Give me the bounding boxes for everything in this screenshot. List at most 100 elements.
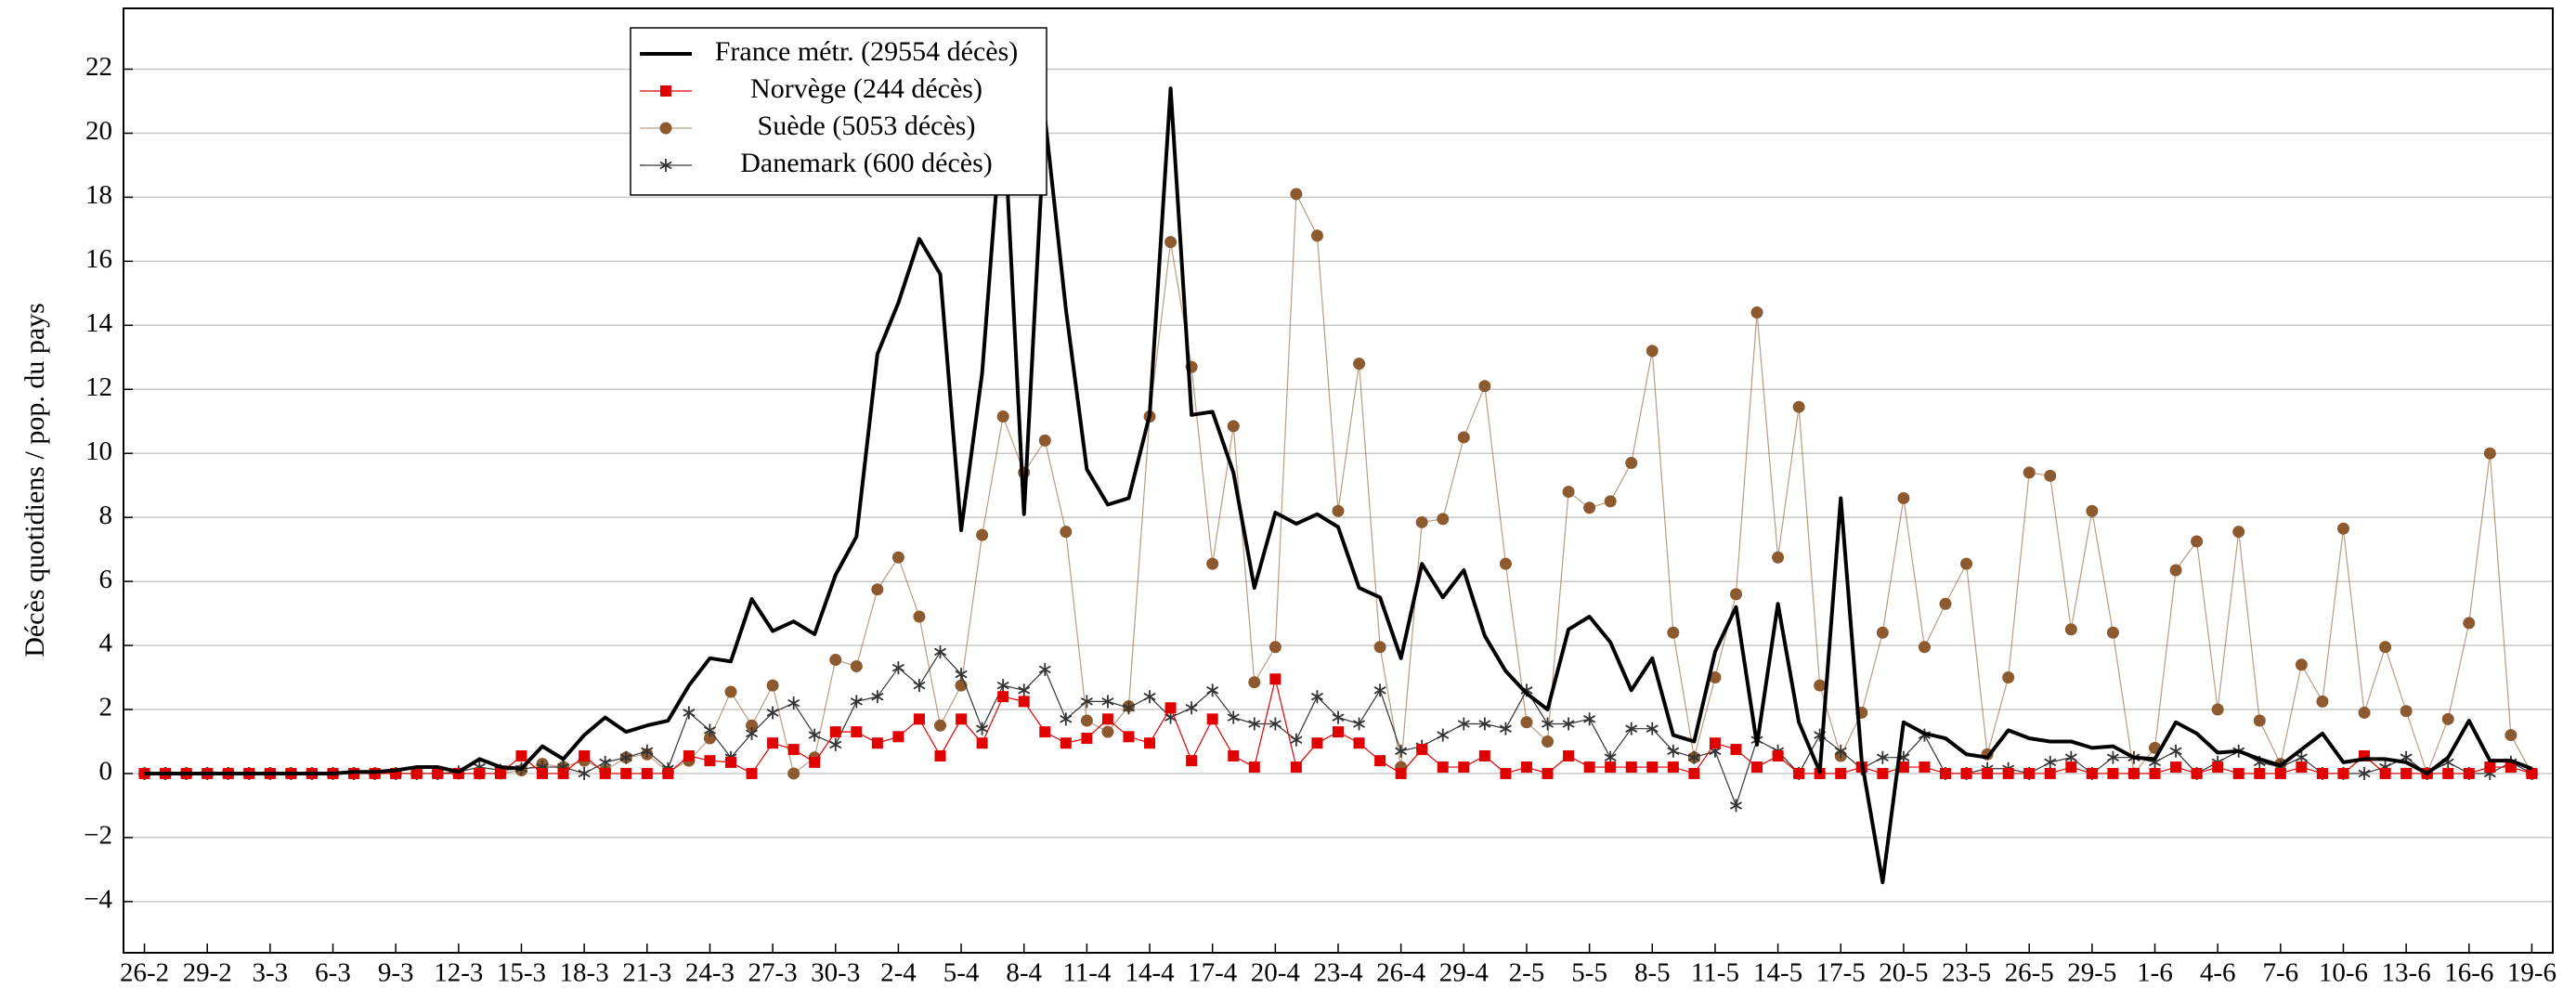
- marker: [1164, 702, 1177, 714]
- marker: [704, 755, 716, 767]
- marker: [934, 719, 947, 732]
- marker: [2463, 617, 2476, 630]
- marker: [850, 695, 863, 709]
- marker: [1793, 767, 1805, 779]
- marker: [1122, 701, 1135, 715]
- y-axis-label: Décès quotidiens / pop. du pays: [20, 303, 50, 657]
- marker: [913, 610, 926, 623]
- legend-marker: [659, 159, 672, 172]
- marker: [1248, 761, 1260, 774]
- marker: [1667, 744, 1680, 758]
- series-line: [144, 86, 2533, 885]
- marker: [683, 706, 696, 720]
- marker: [2169, 744, 2182, 758]
- marker: [891, 551, 904, 564]
- y-tick-label: −2: [84, 821, 112, 851]
- legend-marker: [660, 85, 671, 97]
- x-tick-label: 7-6: [2262, 958, 2298, 988]
- x-tick-label: 3-3: [253, 958, 289, 988]
- marker: [1101, 725, 1114, 738]
- x-tick-label: 12-3: [434, 958, 483, 988]
- x-tick-label: 18-3: [560, 958, 609, 988]
- marker: [2441, 712, 2454, 725]
- marker: [1499, 557, 1512, 570]
- marker: [1060, 737, 1072, 749]
- marker: [2358, 766, 2371, 780]
- marker: [2044, 469, 2057, 482]
- marker: [1227, 420, 1240, 433]
- marker: [2064, 623, 2077, 636]
- marker: [1458, 761, 1470, 774]
- x-tick-label: 16-6: [2444, 958, 2493, 988]
- marker: [1940, 767, 1951, 779]
- marker: [1353, 717, 1366, 731]
- marker: [1353, 358, 1366, 371]
- marker: [1876, 626, 1889, 639]
- marker: [1520, 716, 1533, 729]
- marker: [1332, 504, 1345, 517]
- marker: [976, 722, 989, 735]
- marker: [2463, 767, 2475, 779]
- marker: [1667, 761, 1679, 774]
- marker: [2106, 626, 2119, 639]
- marker: [1227, 710, 1240, 724]
- marker: [2191, 767, 2203, 779]
- marker: [1373, 641, 1386, 654]
- marker: [703, 723, 716, 737]
- marker: [1604, 495, 1617, 508]
- marker: [1751, 761, 1763, 774]
- marker: [2504, 729, 2517, 742]
- marker: [1290, 733, 1303, 747]
- x-tick-label: 20-5: [1879, 958, 1928, 988]
- marker: [1520, 761, 1532, 774]
- marker: [2316, 767, 2328, 779]
- marker: [1228, 749, 1240, 761]
- marker: [1457, 717, 1470, 731]
- marker: [997, 691, 1009, 703]
- marker: [1478, 749, 1490, 761]
- y-tick-label: 20: [85, 116, 112, 146]
- marker: [641, 744, 654, 758]
- marker: [2044, 767, 2056, 779]
- marker: [474, 767, 486, 779]
- x-tick-label: 6-3: [315, 958, 351, 988]
- marker: [2274, 767, 2286, 779]
- marker: [2400, 767, 2413, 779]
- marker: [1039, 726, 1051, 738]
- marker: [1060, 526, 1073, 539]
- marker: [1018, 683, 1031, 697]
- marker: [1415, 515, 1428, 528]
- x-tick-label: 10-6: [2319, 958, 2368, 988]
- marker: [683, 749, 695, 761]
- marker: [2400, 705, 2413, 718]
- marker: [913, 713, 925, 725]
- x-tick-label: 4-6: [2200, 958, 2236, 988]
- marker: [871, 690, 884, 704]
- x-tick-label: 29-4: [1439, 958, 1490, 988]
- legend-label: Suède (5053 décès): [758, 111, 976, 141]
- marker: [2211, 703, 2224, 716]
- marker: [2504, 761, 2517, 774]
- marker: [1206, 557, 1219, 570]
- marker: [2442, 767, 2454, 779]
- marker: [1310, 229, 1323, 242]
- marker: [2044, 755, 2057, 769]
- marker: [1164, 236, 1177, 249]
- x-tick-label: 20-4: [1251, 958, 1301, 988]
- marker: [2107, 767, 2119, 779]
- marker: [2065, 761, 2077, 774]
- x-tick-label: 11-5: [1691, 958, 1739, 988]
- marker: [557, 767, 569, 779]
- legend-box: [630, 27, 1047, 196]
- marker: [1709, 737, 1721, 749]
- marker: [1583, 712, 1596, 726]
- marker: [1123, 731, 1135, 743]
- marker: [809, 756, 821, 768]
- marker: [1269, 673, 1281, 685]
- marker: [1750, 306, 1763, 319]
- marker: [1395, 767, 1407, 779]
- y-tick-label: −4: [84, 884, 112, 914]
- marker: [913, 679, 926, 693]
- marker: [787, 696, 800, 710]
